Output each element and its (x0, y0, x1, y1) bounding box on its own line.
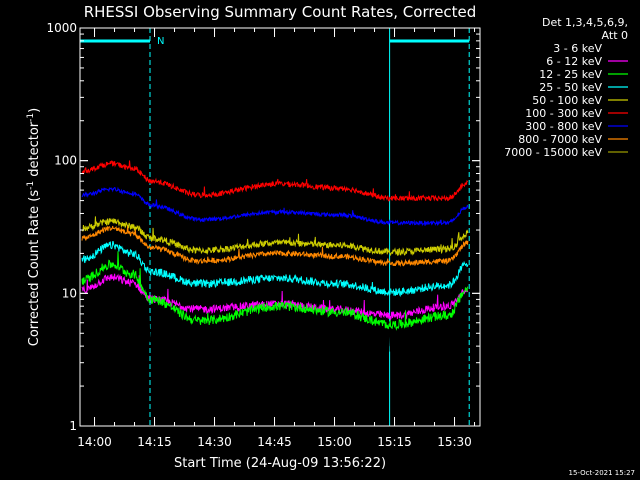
x-tick-label: 14:00 (77, 435, 112, 449)
series-line-4 (81, 216, 469, 257)
series-line-0 (81, 283, 469, 362)
x-tick-label: 15:15 (377, 435, 412, 449)
x-tick-label: 14:30 (197, 435, 232, 449)
x-tick-label: 14:15 (137, 435, 172, 449)
series-line-7 (81, 224, 469, 268)
footer-timestamp: 15-Oct-2021 15:27 (569, 469, 635, 477)
y-axis-label-part1: Corrected Count Rate (s (27, 190, 42, 347)
legend-label-3: 25 - 50 keV (539, 81, 602, 94)
y-tick-label: 10 (62, 286, 77, 300)
series-line-3 (81, 241, 469, 297)
series-line-2 (81, 251, 469, 331)
legend-label-7: 800 - 7000 keV (518, 133, 602, 146)
y-axis: 1 10 100 1000 (46, 21, 480, 433)
y-tick-label: 100 (54, 154, 77, 168)
legend-label-1: 6 - 12 keV (546, 55, 602, 68)
legend-label-6: 300 - 800 keV (525, 120, 602, 133)
legend-label-2: 12 - 25 keV (539, 68, 602, 81)
y-axis-label: Corrected Count Rate (s-1 detector-1) (26, 108, 42, 346)
legend-label-4: 50 - 100 keV (532, 94, 602, 107)
plot-frame (79, 27, 481, 427)
chart-title: RHESSI Observing Summary Count Rates, Co… (84, 3, 477, 21)
x-tick-label: 15:00 (317, 435, 352, 449)
y-axis-label-sup2: -1 (26, 113, 36, 122)
series-line-6 (81, 186, 469, 227)
series-layer (81, 160, 469, 362)
x-axis: 14:00 14:15 14:30 14:45 15:00 15:15 15:30 (77, 28, 476, 449)
legend-header-attenuator: Att 0 (602, 29, 628, 42)
x-tick-label: 15:30 (437, 435, 472, 449)
y-axis-label-part3: ) (27, 108, 42, 113)
y-axis-label-part2: detector (27, 121, 42, 181)
night-annotation-n: N (157, 36, 164, 47)
x-axis-label: Start Time (24-Aug-09 13:56:22) (174, 456, 386, 471)
legend-label-5: 100 - 300 keV (525, 107, 602, 120)
series-line-5 (81, 160, 469, 202)
legend-label-8: 7000 - 15000 keV (504, 146, 602, 159)
y-axis-label-sup1: -1 (26, 181, 36, 190)
legend-label-0: 3 - 6 keV (553, 42, 602, 55)
y-tick-label: 1 (69, 419, 77, 433)
y-tick-label: 1000 (46, 21, 77, 35)
legend-header-detectors: Det 1,3,4,5,6,9, (542, 16, 628, 29)
x-tick-label: 14:45 (257, 435, 292, 449)
